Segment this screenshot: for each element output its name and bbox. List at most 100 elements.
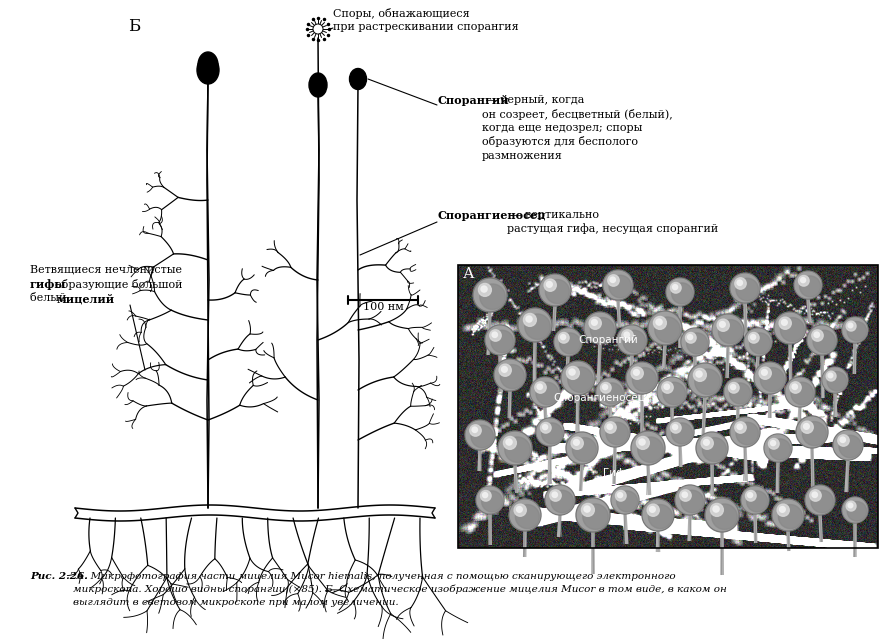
Circle shape (731, 274, 758, 302)
Circle shape (745, 329, 771, 355)
Circle shape (581, 504, 595, 516)
Circle shape (804, 424, 809, 429)
Circle shape (536, 382, 558, 404)
Circle shape (485, 325, 515, 355)
Circle shape (808, 326, 835, 354)
Circle shape (611, 486, 639, 514)
Circle shape (754, 362, 786, 394)
Circle shape (650, 507, 655, 512)
Circle shape (551, 490, 573, 512)
Circle shape (725, 379, 750, 405)
Text: Спорангиеносец: Спорангиеносец (437, 210, 545, 221)
Text: Ветвящиеся нечленистые: Ветвящиеся нечленистые (30, 265, 182, 275)
Circle shape (562, 362, 594, 394)
Circle shape (603, 270, 633, 300)
Circle shape (682, 492, 688, 497)
Circle shape (681, 328, 709, 356)
Circle shape (847, 321, 866, 341)
Circle shape (477, 487, 503, 513)
Circle shape (775, 313, 804, 343)
Circle shape (695, 369, 720, 394)
Circle shape (657, 377, 687, 407)
Circle shape (842, 497, 868, 523)
Circle shape (774, 312, 806, 344)
Text: А: А (463, 267, 474, 281)
Circle shape (555, 329, 581, 355)
Circle shape (601, 418, 629, 446)
Circle shape (515, 505, 539, 528)
Circle shape (777, 504, 789, 516)
Circle shape (567, 433, 596, 463)
Circle shape (792, 384, 797, 389)
Circle shape (561, 361, 595, 395)
Circle shape (539, 274, 571, 306)
Circle shape (675, 485, 705, 515)
Circle shape (812, 330, 823, 341)
Circle shape (480, 284, 505, 309)
Circle shape (749, 332, 759, 343)
Circle shape (848, 503, 853, 508)
Circle shape (779, 317, 791, 329)
Circle shape (694, 369, 706, 381)
Circle shape (523, 314, 536, 327)
Circle shape (800, 276, 820, 297)
Circle shape (729, 383, 750, 404)
Circle shape (584, 506, 590, 512)
Circle shape (730, 417, 760, 447)
Circle shape (750, 333, 771, 354)
Circle shape (812, 492, 818, 497)
Circle shape (466, 421, 494, 449)
Circle shape (552, 492, 558, 497)
Circle shape (794, 271, 822, 299)
Circle shape (545, 280, 569, 304)
Circle shape (760, 367, 784, 392)
Circle shape (712, 314, 744, 346)
Circle shape (823, 368, 847, 392)
Circle shape (672, 283, 693, 304)
Circle shape (642, 499, 674, 531)
Circle shape (766, 435, 791, 461)
Circle shape (542, 423, 563, 444)
Circle shape (547, 282, 552, 288)
Circle shape (745, 491, 756, 501)
Circle shape (717, 319, 729, 331)
Circle shape (697, 433, 727, 463)
Circle shape (473, 278, 507, 312)
Circle shape (550, 490, 561, 501)
Circle shape (687, 333, 708, 354)
Circle shape (731, 418, 758, 446)
Circle shape (577, 499, 609, 530)
Circle shape (839, 435, 861, 458)
Circle shape (504, 437, 530, 463)
Circle shape (664, 384, 669, 389)
Circle shape (585, 313, 615, 343)
Circle shape (843, 318, 867, 342)
Circle shape (755, 364, 785, 393)
Circle shape (672, 423, 693, 444)
Circle shape (711, 504, 723, 516)
Bar (458, 265, 878, 548)
Circle shape (706, 499, 737, 530)
Circle shape (489, 330, 501, 341)
Circle shape (612, 487, 638, 513)
Circle shape (705, 498, 739, 532)
Circle shape (666, 418, 694, 446)
Circle shape (590, 318, 614, 342)
Circle shape (730, 273, 760, 303)
Text: Спорангий: Спорангий (578, 335, 638, 345)
Circle shape (597, 379, 623, 405)
Circle shape (481, 491, 503, 512)
Circle shape (803, 422, 827, 445)
Circle shape (797, 417, 827, 447)
Circle shape (606, 422, 628, 445)
Circle shape (502, 367, 507, 373)
Ellipse shape (197, 56, 219, 84)
Circle shape (759, 367, 772, 380)
Circle shape (667, 279, 693, 305)
Circle shape (671, 422, 681, 433)
Circle shape (796, 416, 828, 448)
Circle shape (608, 275, 619, 286)
Circle shape (810, 490, 821, 501)
Circle shape (744, 328, 772, 356)
Circle shape (558, 332, 569, 343)
